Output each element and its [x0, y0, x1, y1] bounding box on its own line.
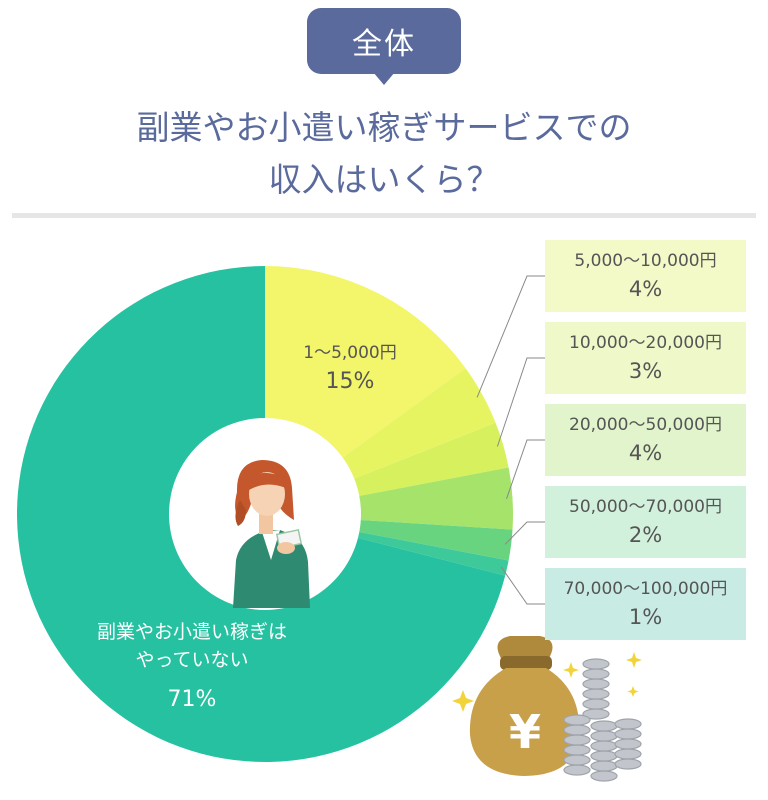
leader-line: [496, 357, 545, 447]
sparkle-icons: [452, 652, 642, 712]
legend-range: 10,000〜20,000円: [569, 333, 722, 353]
legend-range: 50,000〜70,000円: [569, 497, 722, 517]
legend-range: 20,000〜50,000円: [569, 415, 722, 435]
money-bag-icon: ¥: [469, 636, 580, 776]
chart-title: 副業やお小遣い稼ぎサービスでの 収入はいくら？: [0, 102, 768, 206]
legend-box-70000-100000: 70,000〜100,000円 1%: [545, 568, 746, 640]
slice-range-label: 1〜5,000円: [303, 343, 397, 363]
legend-pct: 2%: [628, 523, 663, 547]
legend-pct: 4%: [628, 441, 663, 465]
leader-line: [506, 439, 545, 499]
legend-range: 70,000〜100,000円: [563, 579, 728, 599]
slice-label-line1: 副業やお小遣い稼ぎは: [96, 621, 287, 643]
legend-pct: 3%: [628, 359, 663, 383]
coin-stacks-icon: [563, 658, 642, 782]
title-divider: [12, 213, 756, 218]
legend-pct: 4%: [628, 277, 663, 301]
leader-line: [504, 521, 545, 545]
legend-box-50000-70000: 50,000〜70,000円 2%: [545, 486, 746, 558]
slice-label-not-doing: 副業やお小遣い稼ぎは やっていない 71%: [72, 618, 312, 716]
legend-box-10000-20000: 10,000〜20,000円 3%: [545, 322, 746, 394]
category-badge: 全体: [307, 8, 461, 74]
legend-pct: 1%: [628, 605, 663, 629]
legend-box-5000-10000: 5,000〜10,000円 4%: [545, 240, 746, 312]
title-line-2: 収入はいくら？: [268, 160, 500, 199]
legend-range: 5,000〜10,000円: [574, 251, 717, 271]
leader-line: [500, 566, 545, 605]
badge-label: 全体: [352, 27, 416, 62]
leader-line: [476, 275, 545, 398]
legend-box-20000-50000: 20,000〜50,000円 4%: [545, 404, 746, 476]
woman-illustration-icon: [233, 460, 310, 608]
svg-text:¥: ¥: [509, 705, 541, 759]
slice-label-line2: やっていない: [135, 649, 249, 671]
badge-pointer: [373, 72, 395, 85]
slice-pct-label: 71%: [167, 687, 217, 712]
slice-label-1-5000: 1〜5,000円 15%: [290, 340, 410, 398]
slice-pct-label: 15%: [325, 369, 375, 394]
leader-lines: [476, 275, 545, 605]
title-line-1: 副業やお小遣い稼ぎサービスでの: [136, 108, 632, 147]
